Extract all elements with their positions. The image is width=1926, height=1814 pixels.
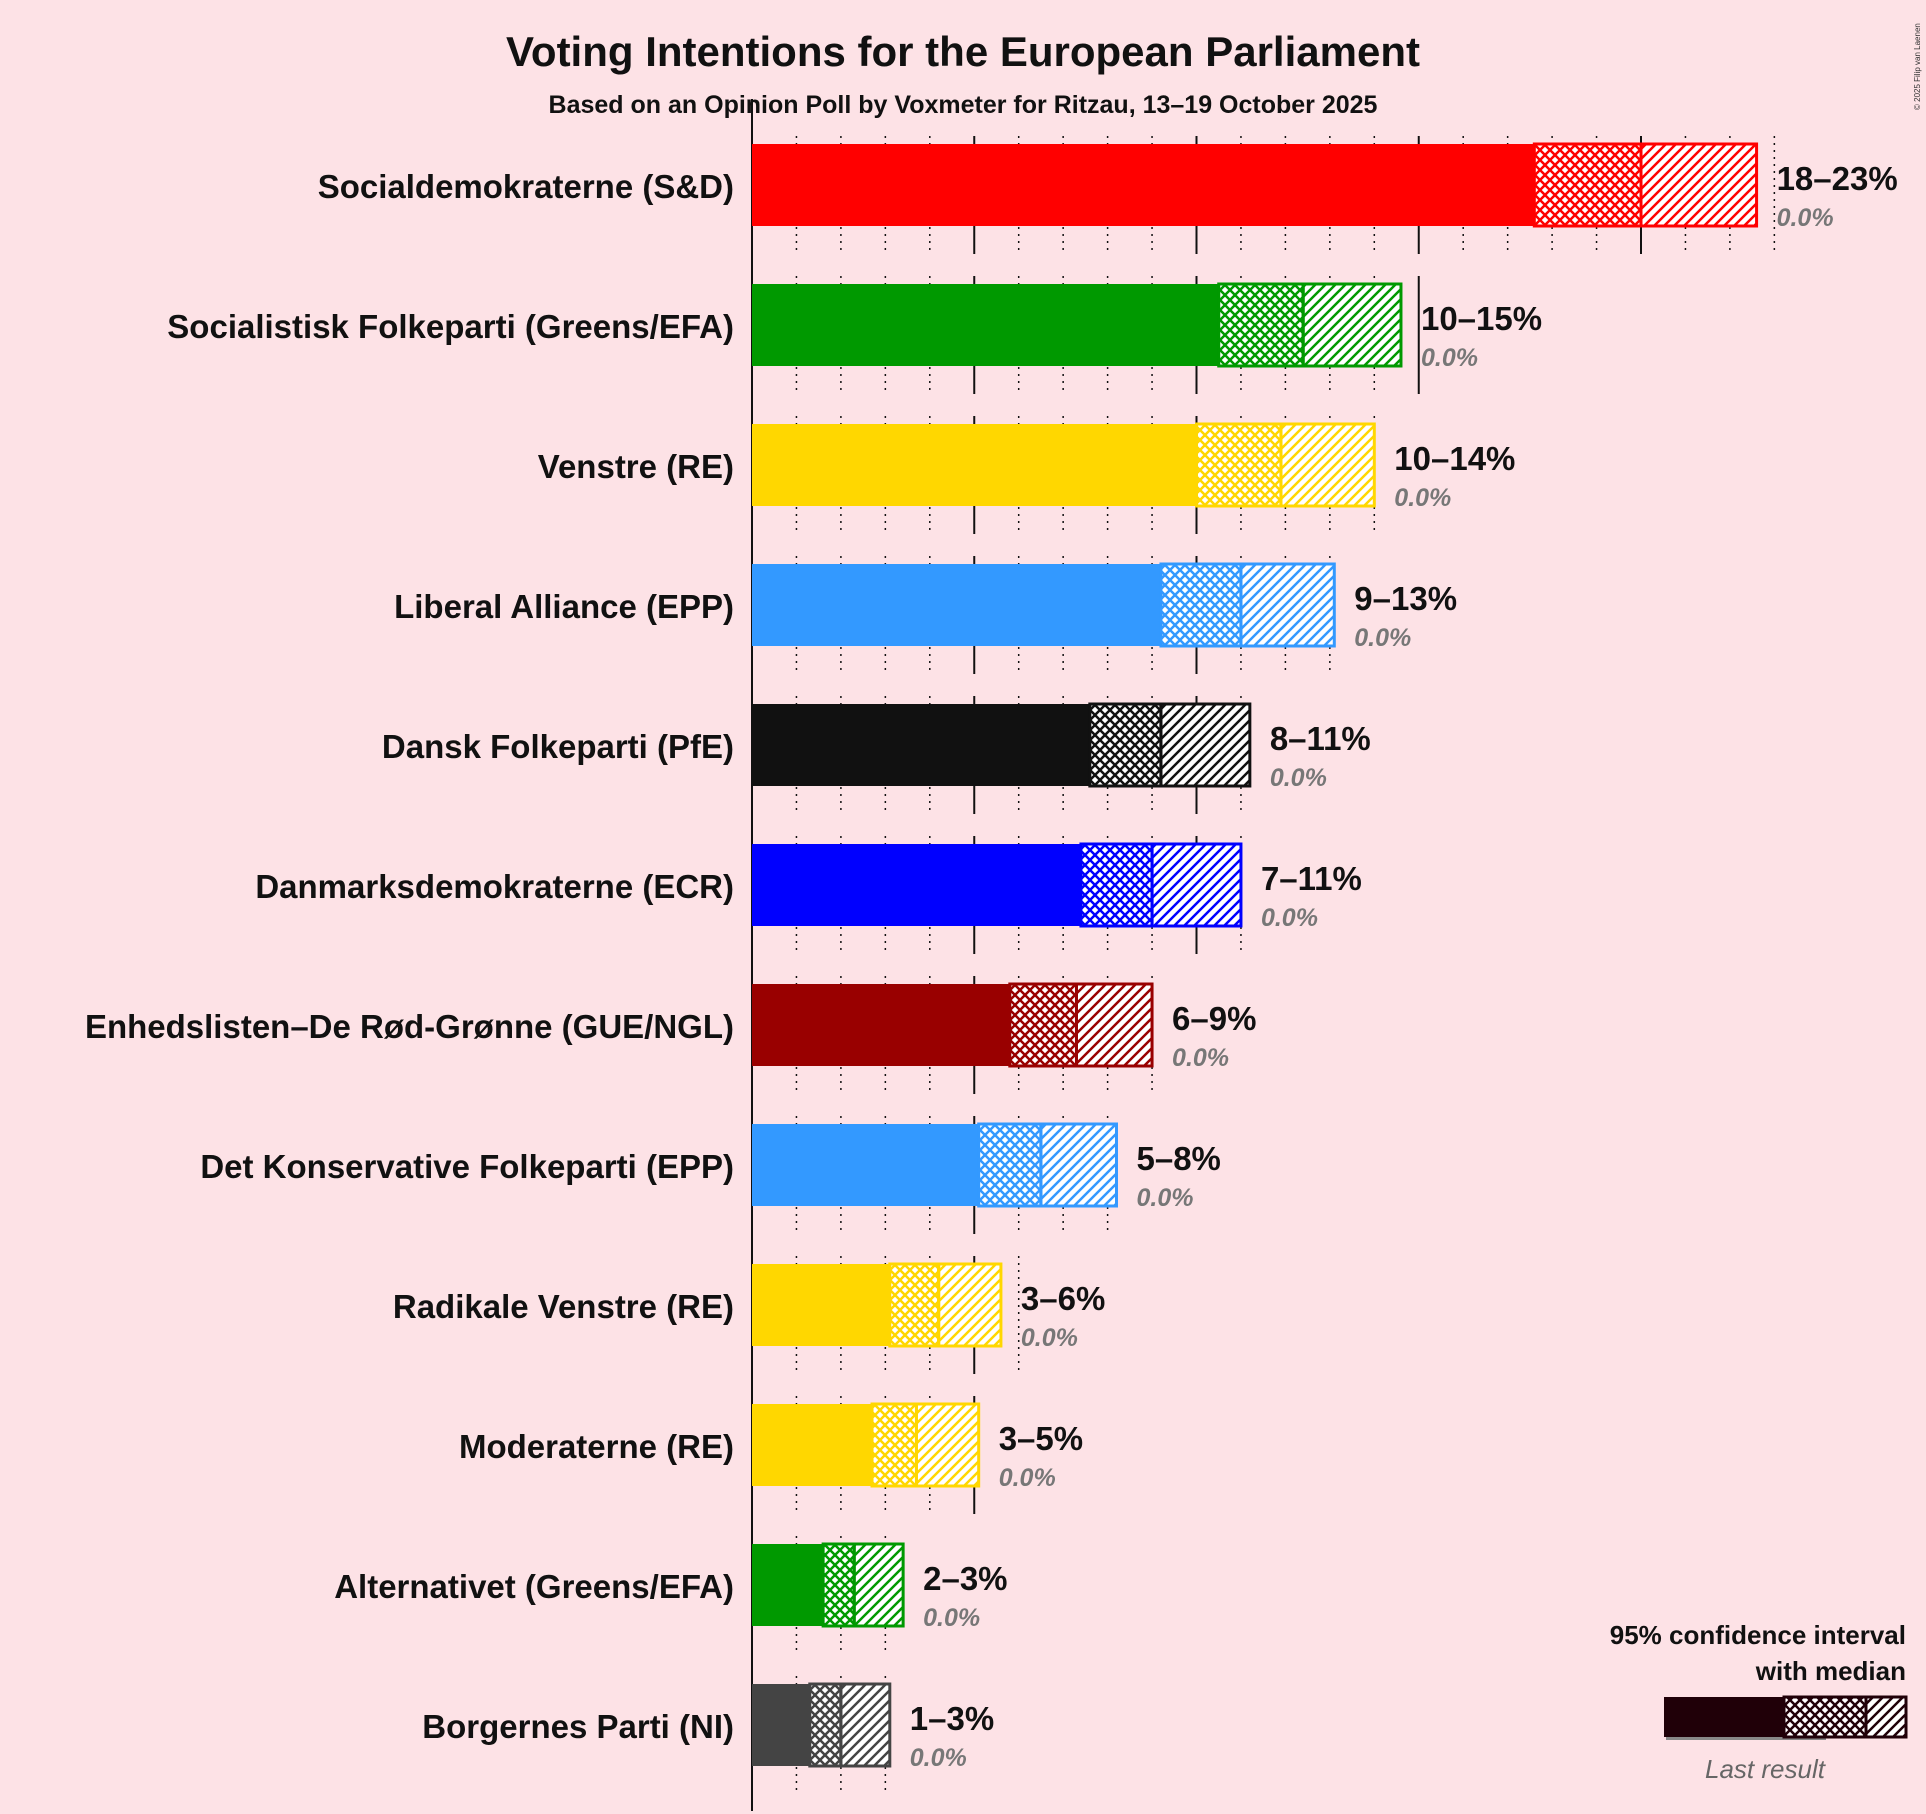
party-label: Venstre (RE) (538, 448, 734, 485)
party-label: Moderaterne (RE) (459, 1428, 734, 1465)
last-result-label: 0.0% (1021, 1324, 1078, 1352)
bar-ci-lower (977, 1122, 1043, 1208)
bar-ci-lower (1079, 842, 1154, 928)
bar-solid (752, 144, 1535, 226)
last-result-label: 0.0% (1777, 204, 1834, 232)
range-label: 6–9% (1172, 1000, 1256, 1037)
party-row: Danmarksdemokraterne (ECR) 7–11% 0.0% (255, 836, 1362, 954)
copyright-notice: © 2025 Filip van Laenen (1913, 23, 1922, 110)
range-label: 3–6% (1021, 1280, 1105, 1317)
party-row: Dansk Folkeparti (PfE) 8–11% 0.0% (382, 696, 1371, 814)
party-row: Alternativet (Greens/EFA) 2–3% 0.0% (334, 1536, 1008, 1654)
bar-ci-upper (852, 1542, 905, 1628)
legend-solid-bar (1664, 1697, 1784, 1737)
last-result-label: 0.0% (1421, 344, 1478, 372)
legend-title-line1: 95% confidence interval (1610, 1620, 1906, 1650)
bars-group: Socialdemokraterne (S&D) 18–23%0.0%Social… (85, 136, 1898, 1794)
bar-ci-lower (1195, 422, 1283, 508)
bar-ci-lower (821, 1542, 856, 1628)
party-label: Dansk Folkeparti (PfE) (382, 728, 734, 765)
party-label: Danmarksdemokraterne (ECR) (255, 868, 734, 905)
bar-solid (752, 1404, 873, 1486)
bar-solid (752, 984, 1010, 1066)
bar-ci-upper (1301, 282, 1403, 368)
range-label: 8–11% (1270, 720, 1371, 757)
bar-ci-lower (1532, 142, 1643, 228)
range-label: 2–3% (923, 1560, 1007, 1597)
range-label: 18–23% (1777, 160, 1898, 197)
bar-solid (752, 1684, 810, 1766)
party-row: Borgernes Parti (NI) 1–3% 0.0% (422, 1676, 994, 1794)
party-label: Socialdemokraterne (S&D) (318, 168, 734, 205)
bar-ci-upper (1159, 702, 1252, 788)
bar-ci-upper (914, 1402, 981, 1488)
bar-ci-upper (1074, 982, 1154, 1068)
last-result-label: 0.0% (1270, 764, 1327, 792)
last-result-label: 0.0% (1354, 624, 1411, 652)
last-result-label: 0.0% (1261, 904, 1318, 932)
party-row: Venstre (RE) 10–14% 0.0% (538, 416, 1515, 534)
party-label: Borgernes Parti (NI) (422, 1708, 734, 1745)
bar-ci-lower (870, 1402, 918, 1488)
last-result-label: 0.0% (1172, 1044, 1229, 1072)
party-row: Det Konservative Folkeparti (EPP) 5–8% 0.0… (200, 1116, 1221, 1234)
legend-last-result-label: Last result (1705, 1754, 1827, 1784)
bar-ci-upper (1239, 562, 1336, 648)
party-label: Socialistisk Folkeparti (Greens/EFA) (167, 308, 734, 345)
last-result-label: 0.0% (1394, 484, 1451, 512)
bar-ci-upper (1279, 422, 1376, 508)
range-label: 3–5% (999, 1420, 1083, 1457)
range-label: 9–13% (1354, 580, 1457, 617)
legend-title-line2: with median (1755, 1656, 1906, 1686)
last-result-label: 0.0% (923, 1604, 980, 1632)
bar-ci-lower (1088, 702, 1163, 788)
party-row: Liberal Alliance (EPP) 9–13% 0.0% (394, 556, 1457, 674)
bar-ci-upper (1150, 842, 1243, 928)
bar-solid (752, 1544, 824, 1626)
range-label: 10–14% (1394, 440, 1515, 477)
party-label: Det Konservative Folkeparti (EPP) (200, 1148, 734, 1185)
chart-title: Voting Intentions for the European Parli… (506, 28, 1420, 75)
range-label: 10–15% (1421, 300, 1542, 337)
bar-ci-lower (888, 1262, 941, 1348)
bar-ci-upper (839, 1682, 892, 1768)
last-result-label: 0.0% (910, 1744, 967, 1772)
bar-ci-upper (1039, 1122, 1118, 1208)
bar-solid (752, 1124, 979, 1206)
bar-solid (752, 284, 1219, 366)
party-row: Socialistisk Folkeparti (Greens/EFA) 10–1… (167, 276, 1542, 394)
bar-solid (752, 424, 1197, 506)
legend-ci-upper-box (1864, 1695, 1908, 1739)
party-label: Liberal Alliance (EPP) (394, 588, 734, 625)
party-label: Radikale Venstre (RE) (393, 1288, 734, 1325)
party-row: Radikale Venstre (RE) 3–6% 0.0% (393, 1256, 1105, 1374)
range-label: 7–11% (1261, 860, 1362, 897)
bar-solid (752, 1264, 890, 1346)
range-label: 1–3% (910, 1700, 994, 1737)
chart-subtitle: Based on an Opinion Poll by Voxmeter for… (549, 91, 1378, 119)
bar-solid (752, 704, 1090, 786)
bar-solid (752, 564, 1161, 646)
party-label: Alternativet (Greens/EFA) (334, 1568, 734, 1605)
bar-ci-upper (1639, 142, 1759, 228)
bar-ci-lower (1159, 562, 1243, 648)
bar-ci-lower (1217, 282, 1305, 368)
last-result-label: 0.0% (999, 1464, 1056, 1492)
legend-ci-median-box (1782, 1695, 1868, 1739)
legend: 95% confidence interval with median Last… (1610, 1620, 1908, 1784)
bar-ci-lower (1008, 982, 1078, 1068)
bar-ci-lower (808, 1682, 843, 1768)
bar-solid (752, 844, 1081, 926)
party-label: Enhedslisten–De Rød-Grønne (GUE/NGL) (85, 1008, 734, 1045)
last-result-label: 0.0% (1136, 1184, 1193, 1212)
party-row: Moderaterne (RE) 3–5% 0.0% (459, 1396, 1083, 1514)
party-row: Enhedslisten–De Rød-Grønne (GUE/NGL) 6–9%… (85, 976, 1256, 1094)
range-label: 5–8% (1136, 1140, 1220, 1177)
party-row: Socialdemokraterne (S&D) 18–23% 0.0% (318, 136, 1898, 254)
bar-ci-upper (937, 1262, 1003, 1348)
